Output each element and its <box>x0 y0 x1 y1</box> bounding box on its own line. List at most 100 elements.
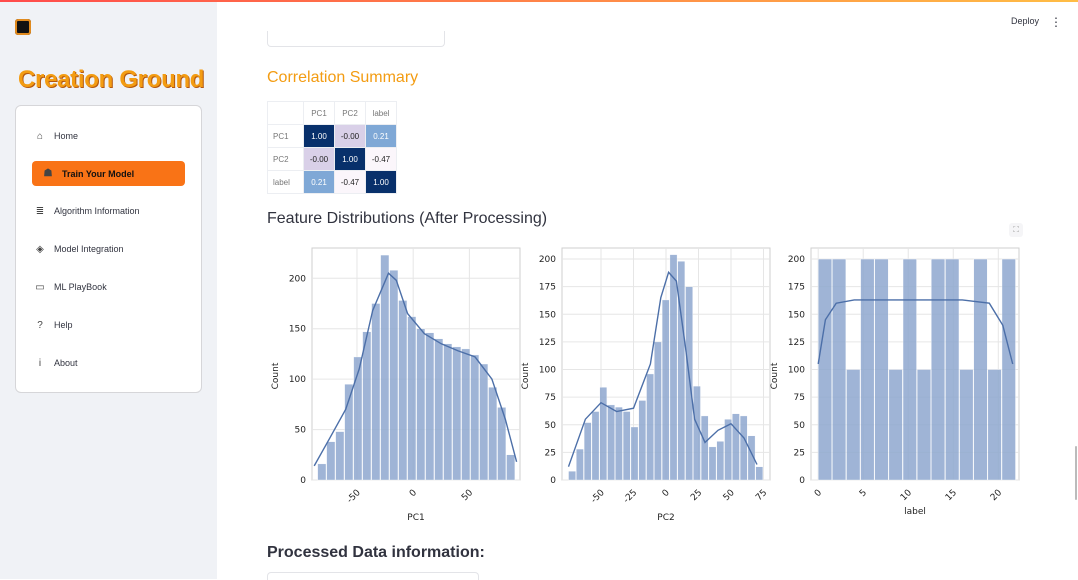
y-axis-label: Count <box>521 362 531 389</box>
kde-line <box>817 299 1014 365</box>
y-tick-label: 200 <box>788 255 805 265</box>
processed-table-partial <box>267 572 479 580</box>
histogram-bar <box>362 331 372 481</box>
help-icon: ? <box>37 319 43 331</box>
layers-icon: ◈ <box>36 243 44 255</box>
feature-distributions-title: Feature Distributions (After Processing) <box>267 210 548 227</box>
sidebar-item-about[interactable]: i About <box>34 352 78 374</box>
x-tick-label: -25 <box>622 488 639 505</box>
y-tick-label: 100 <box>289 375 306 385</box>
histogram-bar <box>353 356 363 481</box>
y-tick-label: 50 <box>545 421 557 431</box>
database-icon: ≣ <box>35 205 45 217</box>
y-tick-label: 200 <box>539 255 556 265</box>
histogram-bar <box>622 411 631 481</box>
y-tick-label: 175 <box>539 283 556 293</box>
histogram-bar <box>452 346 462 481</box>
brand-title: Creation Ground <box>18 66 205 93</box>
sidebar-item-label: Train Your Model <box>62 168 135 179</box>
histogram-bar <box>959 369 974 481</box>
histogram-bar <box>945 258 960 481</box>
x-tick-label: -50 <box>589 488 607 506</box>
histogram-bar <box>700 415 709 481</box>
sidebar-item-algorithm-information[interactable]: ≣ Algorithm Information <box>34 200 140 222</box>
corner-cell <box>267 101 304 125</box>
column-header: label <box>365 101 397 125</box>
y-tick-label: 25 <box>545 448 556 458</box>
sidebar-item-label: Algorithm Information <box>54 206 140 216</box>
main-menu-icon[interactable]: ⋮ <box>1050 15 1062 29</box>
correlation-cell: 0.21 <box>303 170 335 194</box>
y-tick-label: 0 <box>300 476 306 486</box>
sidebar-item-label: Help <box>54 320 73 330</box>
histogram-bar <box>724 419 732 481</box>
x-tick-label: 0 <box>408 488 419 499</box>
x-tick-label: 75 <box>754 488 769 503</box>
histogram-bar <box>344 383 354 481</box>
histogram-bar <box>739 415 748 481</box>
book-icon: ▭ <box>35 281 45 293</box>
chart-3: 0 25 50 75 100 125 150 175 200 0 5 10 15 20 label Count <box>770 247 1020 517</box>
histogram-bar <box>326 441 336 481</box>
histogram-bar <box>661 299 670 481</box>
histogram-bar <box>506 454 516 481</box>
histogram-bar <box>677 261 686 481</box>
histogram-bar <box>335 431 345 481</box>
histogram-bar <box>630 426 639 481</box>
histogram-bar <box>576 448 584 481</box>
x-tick-label: 0 <box>813 488 824 499</box>
histogram-bar <box>708 446 717 481</box>
x-tick-label: 50 <box>722 488 737 503</box>
sidebar-item-help[interactable]: ? Help <box>34 314 73 336</box>
y-tick-label: 125 <box>788 338 805 348</box>
sidebar-item-model-integration[interactable]: ◈ Model Integration <box>34 238 124 260</box>
chart-1: 0 50 100 150 200 -50 0 50 PC1 Count <box>271 247 521 523</box>
histogram-bar <box>732 413 740 481</box>
sidebar-item-train-your-model[interactable]: ☗ Train Your Model <box>32 161 185 186</box>
histogram-bar <box>407 316 417 481</box>
correlation-cell: 0.21 <box>365 124 397 148</box>
histogram-bar <box>755 466 764 481</box>
row-header: PC2 <box>267 147 304 171</box>
sidebar-item-home[interactable]: ⌂ Home <box>34 125 78 147</box>
sidebar-item-label: Model Integration <box>54 244 124 254</box>
histogram-bar <box>389 269 399 481</box>
correlation-cell: -0.00 <box>303 147 335 171</box>
sidebar-item-label: ML PlayBook <box>54 282 107 292</box>
sidebar-item-label: About <box>54 358 78 368</box>
histogram-bar <box>931 258 946 481</box>
sidebar: Creation Ground ⌂ Home ☗ Train Your Model ≣ A… <box>0 2 217 579</box>
histogram-bar <box>693 385 701 481</box>
histogram-bar <box>380 254 390 481</box>
table-row: PC2 -0.00 1.00 -0.47 <box>267 147 397 171</box>
table-row: PC1 1.00 -0.00 0.21 <box>267 124 397 148</box>
correlation-cell: -0.47 <box>365 147 397 171</box>
y-tick-label: 150 <box>788 310 805 320</box>
y-tick-label: 75 <box>545 393 556 403</box>
y-axis-label: Count <box>770 362 780 389</box>
x-tick-label: 0 <box>661 488 672 499</box>
column-header: PC1 <box>303 101 335 125</box>
histogram-bar <box>416 328 426 481</box>
scrollbar[interactable] <box>1075 446 1077 500</box>
histogram-bar <box>685 286 693 481</box>
x-tick-label: 25 <box>689 488 704 503</box>
histogram-bar <box>888 369 903 481</box>
x-tick-label: 20 <box>989 488 1004 503</box>
y-tick-label: 150 <box>289 325 306 335</box>
x-axis-label: label <box>904 507 926 517</box>
histogram-bar <box>607 404 615 481</box>
sidebar-item-ml-playbook[interactable]: ▭ ML PlayBook <box>34 276 107 298</box>
correlation-cell: 1.00 <box>334 147 366 171</box>
histogram-bar <box>568 470 576 481</box>
x-axis-label: PC2 <box>657 513 674 523</box>
deploy-button[interactable]: Deploy <box>1011 16 1040 26</box>
histogram-bar <box>818 258 832 481</box>
app-logo-icon[interactable] <box>15 19 31 35</box>
fullscreen-icon[interactable]: ⛶ <box>1009 223 1023 237</box>
nav-menu: ⌂ Home ☗ Train Your Model ≣ Algorithm Informa… <box>15 105 202 393</box>
correlation-cell: 1.00 <box>303 124 335 148</box>
histogram-bar <box>398 300 408 481</box>
histogram-bar <box>470 354 480 481</box>
